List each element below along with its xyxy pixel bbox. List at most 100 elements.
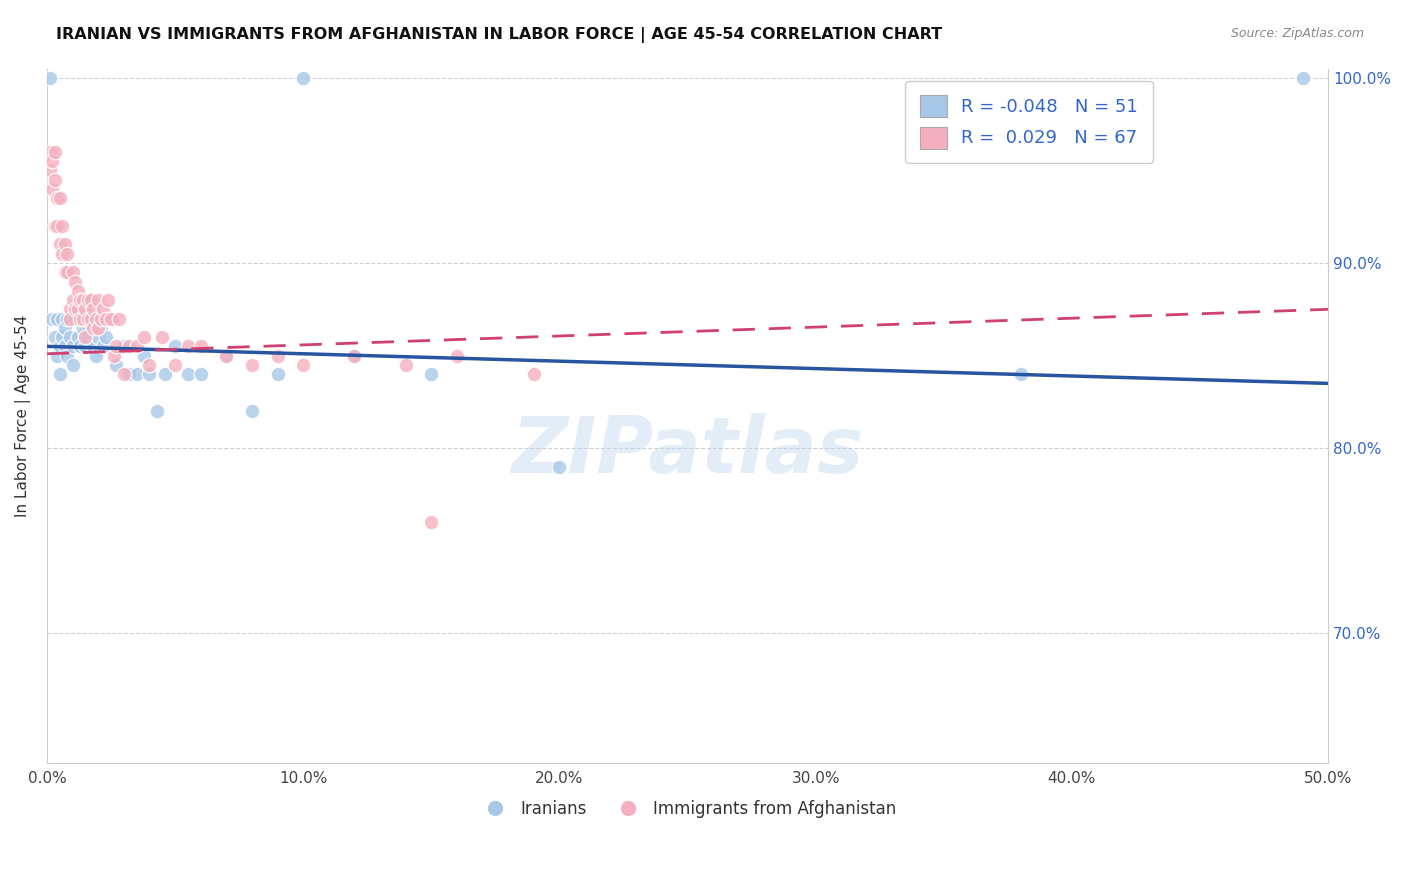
Text: ZIPatlas: ZIPatlas [512, 413, 863, 489]
Legend: Iranians, Immigrants from Afghanistan: Iranians, Immigrants from Afghanistan [472, 793, 903, 824]
Point [62, 358, 84, 372]
Point [79, 311, 101, 326]
Point [38, 145, 60, 159]
Point [72, 321, 94, 335]
Point [46, 219, 69, 233]
Point [63, 302, 86, 317]
Point [44, 172, 66, 186]
Point [266, 367, 288, 381]
Point [1291, 70, 1313, 85]
Point [105, 358, 128, 372]
Point [240, 358, 263, 372]
Point [44, 219, 66, 233]
Point [75, 330, 97, 344]
Point [82, 339, 104, 353]
Point [66, 302, 89, 317]
Point [112, 339, 135, 353]
Point [72, 293, 94, 307]
Point [62, 265, 84, 279]
Point [59, 302, 82, 317]
Point [79, 293, 101, 307]
Point [93, 302, 115, 317]
Point [41, 154, 63, 169]
Point [62, 339, 84, 353]
Point [177, 367, 200, 381]
Point [49, 367, 72, 381]
Point [46, 311, 69, 326]
Point [523, 367, 546, 381]
Point [79, 311, 101, 326]
Point [134, 349, 156, 363]
Point [343, 349, 366, 363]
Point [53, 321, 76, 335]
Point [103, 349, 125, 363]
Point [420, 367, 443, 381]
Point [90, 311, 112, 326]
Point [190, 367, 212, 381]
Point [177, 339, 200, 353]
Point [51, 311, 73, 326]
Point [548, 459, 571, 474]
Point [53, 265, 76, 279]
Point [46, 191, 69, 205]
Point [56, 311, 79, 326]
Point [56, 265, 79, 279]
Point [49, 191, 72, 205]
Point [56, 246, 79, 260]
Point [266, 349, 288, 363]
Y-axis label: In Labor Force | Age 45-54: In Labor Force | Age 45-54 [15, 315, 31, 517]
Point [63, 311, 86, 326]
Point [97, 293, 120, 307]
Point [56, 349, 79, 363]
Point [51, 330, 73, 344]
Point [44, 145, 66, 159]
Point [240, 404, 263, 418]
Point [69, 293, 91, 307]
Point [134, 330, 156, 344]
Point [75, 302, 97, 317]
Point [100, 311, 122, 326]
Point [118, 339, 141, 353]
Point [38, 70, 60, 85]
Point [59, 330, 82, 344]
Point [53, 237, 76, 252]
Point [75, 339, 97, 353]
Point [215, 349, 238, 363]
Point [82, 302, 104, 317]
Point [395, 358, 418, 372]
Point [94, 311, 117, 326]
Point [66, 284, 89, 298]
Point [84, 349, 107, 363]
Point [69, 311, 91, 326]
Point [53, 339, 76, 353]
Point [77, 293, 100, 307]
Point [72, 311, 94, 326]
Point [1010, 367, 1032, 381]
Point [49, 237, 72, 252]
Point [51, 219, 73, 233]
Point [150, 330, 173, 344]
Point [62, 293, 84, 307]
Point [153, 367, 176, 381]
Point [118, 367, 141, 381]
Point [100, 311, 122, 326]
Text: Source: ZipAtlas.com: Source: ZipAtlas.com [1230, 27, 1364, 40]
Point [66, 330, 89, 344]
Point [446, 349, 468, 363]
Point [44, 330, 66, 344]
Point [82, 321, 104, 335]
Point [41, 311, 63, 326]
Point [292, 70, 315, 85]
Point [138, 358, 160, 372]
Point [46, 349, 69, 363]
Point [94, 330, 117, 344]
Point [77, 311, 100, 326]
Point [190, 339, 212, 353]
Point [90, 321, 112, 335]
Point [146, 404, 169, 418]
Point [77, 330, 100, 344]
Point [107, 311, 129, 326]
Point [165, 358, 187, 372]
Point [38, 163, 60, 178]
Point [138, 367, 160, 381]
